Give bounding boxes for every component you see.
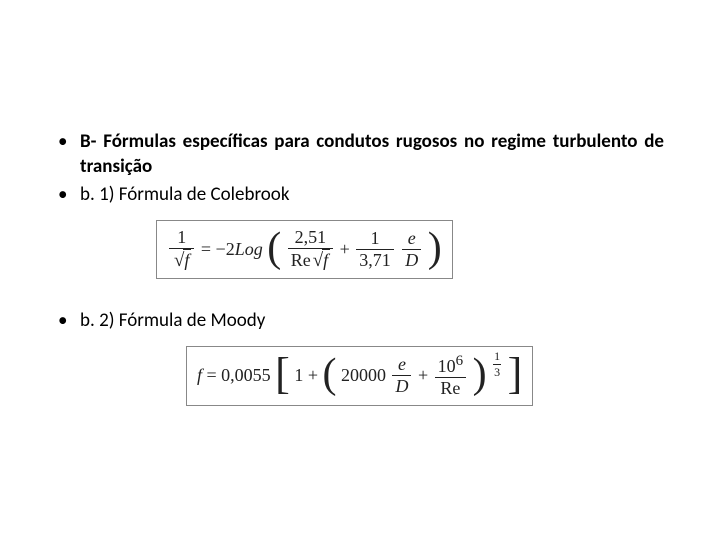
md-exp-den: 3 xyxy=(493,364,501,380)
cb-t2-den1: 3,71 xyxy=(356,249,394,271)
bullet-marker: • xyxy=(56,309,80,334)
spacer xyxy=(56,297,664,309)
formula-moody: f = 0,0055 [ 1 + ( 20000 e D + 106 Re ) … xyxy=(186,346,533,406)
bullet-b2: • b. 2) Fórmula de Moody xyxy=(56,309,664,334)
cb-t2-den2: D xyxy=(402,249,421,271)
formula-moody-wrap: f = 0,0055 [ 1 + ( 20000 e D + 106 Re ) … xyxy=(186,346,664,406)
close-paren2-icon: ) xyxy=(473,353,487,395)
bullet-marker: • xyxy=(56,183,80,208)
cb-t1-re: Re xyxy=(291,250,311,270)
formula-colebrook-expr: 1 f = −2Log ( 2,51 Ref + 1 3,71 e D ) xyxy=(167,238,442,258)
cb-t1-rad: f xyxy=(322,249,330,271)
open-paren2-icon: ( xyxy=(322,353,336,395)
md-exp-num: 1 xyxy=(493,349,501,364)
md-r-num: e xyxy=(392,354,411,375)
cb-t2-num1: 1 xyxy=(356,228,394,249)
cb-t1-num: 2,51 xyxy=(288,227,333,248)
md-s-numexp: 6 xyxy=(456,353,464,369)
close-paren-icon: ) xyxy=(428,227,442,269)
md-lhs: f xyxy=(197,365,202,386)
cb-coef: −2 xyxy=(216,239,235,260)
md-one: 1 xyxy=(294,365,303,386)
md-eq: = xyxy=(207,365,217,386)
bullet-b1: • b. 1) Fórmula de Colebrook xyxy=(56,183,664,208)
md-s-den: Re xyxy=(435,377,467,399)
open-bracket-icon: [ xyxy=(275,352,290,396)
md-c1: 0,0055 xyxy=(221,365,271,386)
md-plus: + xyxy=(308,365,318,386)
close-bracket-icon: ] xyxy=(508,352,523,396)
formula-moody-expr: f = 0,0055 [ 1 + ( 20000 e D + 106 Re ) … xyxy=(197,364,522,384)
md-c2: 20000 xyxy=(341,365,386,386)
cb-lhs-rad: f xyxy=(183,249,191,271)
bullet-header-text: B- Fórmulas específicas para condutos ru… xyxy=(80,130,664,179)
bullet-header: • B- Fórmulas específicas para condutos … xyxy=(56,130,664,179)
bullet-b1-text: b. 1) Fórmula de Colebrook xyxy=(80,183,664,208)
md-s-num: 10 xyxy=(438,356,456,376)
bullet-b2-text: b. 2) Fórmula de Moody xyxy=(80,309,664,334)
cb-t2-num2: e xyxy=(402,228,421,249)
cb-eq: = xyxy=(201,239,211,260)
bullet-marker: • xyxy=(56,130,80,155)
md-r-den: D xyxy=(392,375,411,397)
cb-log: Log xyxy=(235,239,263,260)
formula-colebrook-wrap: 1 f = −2Log ( 2,51 Ref + 1 3,71 e D ) xyxy=(156,220,664,279)
formula-colebrook: 1 f = −2Log ( 2,51 Ref + 1 3,71 e D ) xyxy=(156,220,453,279)
cb-lhs-num: 1 xyxy=(169,227,194,248)
open-paren-icon: ( xyxy=(267,227,281,269)
